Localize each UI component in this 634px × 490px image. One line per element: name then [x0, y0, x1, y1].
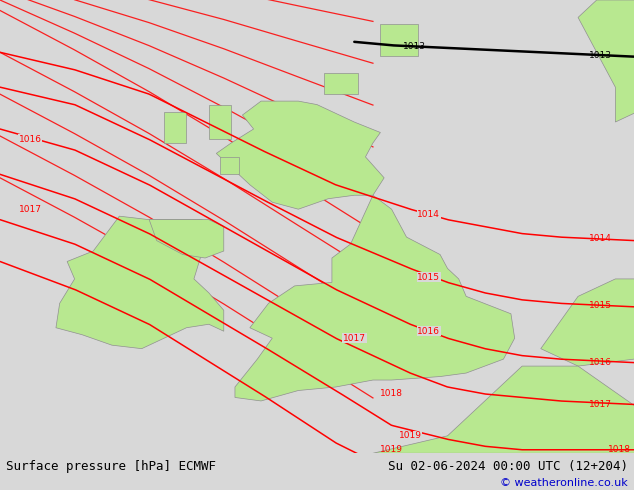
Text: 1015: 1015 — [589, 300, 612, 310]
Text: © weatheronline.co.uk: © weatheronline.co.uk — [500, 478, 628, 488]
Polygon shape — [56, 216, 224, 349]
Text: 1013: 1013 — [589, 51, 612, 60]
Polygon shape — [578, 0, 634, 122]
Polygon shape — [209, 104, 231, 140]
Text: 1019: 1019 — [380, 445, 403, 454]
Polygon shape — [216, 101, 384, 209]
Text: 1016: 1016 — [18, 135, 42, 144]
Text: 1018: 1018 — [380, 390, 403, 398]
Text: 1015: 1015 — [417, 272, 441, 282]
Text: 1018: 1018 — [608, 445, 631, 454]
Polygon shape — [235, 195, 515, 401]
Text: 1013: 1013 — [403, 42, 426, 50]
Text: 1017: 1017 — [18, 205, 42, 214]
Text: Surface pressure [hPa] ECMWF: Surface pressure [hPa] ECMWF — [6, 460, 216, 473]
Polygon shape — [541, 279, 634, 366]
Polygon shape — [380, 24, 418, 56]
Polygon shape — [149, 220, 224, 258]
Text: Su 02-06-2024 00:00 UTC (12+204): Su 02-06-2024 00:00 UTC (12+204) — [387, 460, 628, 473]
Text: 1019: 1019 — [399, 431, 422, 441]
Text: 1016: 1016 — [589, 358, 612, 367]
Polygon shape — [325, 73, 358, 94]
Text: 1016: 1016 — [417, 327, 441, 336]
Text: 1014: 1014 — [417, 210, 441, 219]
Text: 1014: 1014 — [589, 234, 612, 244]
Polygon shape — [164, 112, 186, 143]
Text: 1017: 1017 — [589, 400, 612, 409]
Polygon shape — [220, 157, 238, 174]
Text: 1017: 1017 — [343, 334, 366, 343]
Polygon shape — [373, 366, 634, 453]
